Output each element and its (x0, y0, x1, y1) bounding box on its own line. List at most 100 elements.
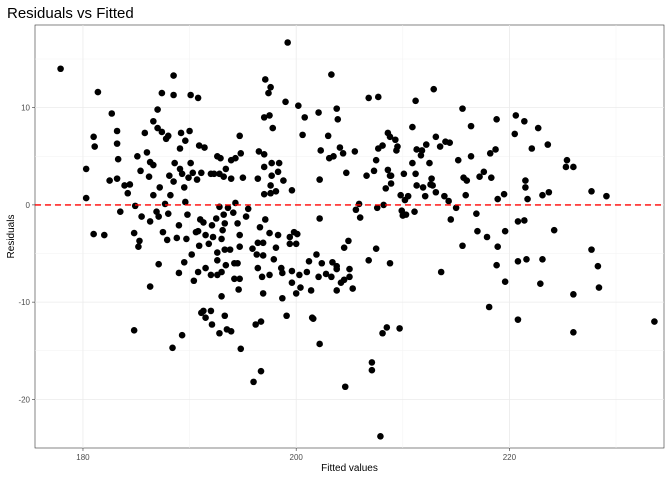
data-point (369, 367, 376, 374)
data-point (167, 192, 174, 199)
data-point (217, 155, 224, 162)
data-point (379, 330, 386, 337)
data-point (273, 244, 280, 251)
data-point (429, 182, 436, 189)
data-point (529, 145, 536, 152)
data-point (176, 270, 183, 277)
data-point (205, 240, 212, 247)
data-point (474, 228, 481, 235)
data-point (346, 266, 353, 273)
data-point (316, 176, 323, 183)
data-point (396, 325, 403, 332)
data-point (570, 329, 577, 336)
data-point (403, 211, 410, 218)
data-point (245, 205, 252, 212)
data-point (267, 84, 274, 91)
data-point (330, 153, 337, 160)
data-point (356, 201, 363, 208)
data-point (371, 168, 378, 175)
chart-title: Residuals vs Fitted (7, 5, 134, 22)
data-point (90, 231, 97, 238)
data-point (409, 124, 416, 131)
data-point (333, 105, 340, 112)
data-point (155, 261, 162, 268)
data-point (316, 341, 323, 348)
data-point (502, 278, 509, 285)
data-point (209, 222, 216, 229)
data-point (570, 164, 577, 171)
data-point (304, 269, 311, 276)
data-point (184, 211, 191, 218)
data-point (165, 133, 172, 140)
x-axis-title: Fitted values (321, 463, 378, 474)
data-point (459, 105, 466, 112)
data-point (369, 359, 376, 366)
data-point (259, 274, 266, 281)
data-point (214, 257, 221, 264)
data-point (255, 175, 262, 182)
data-point (214, 249, 221, 256)
data-point (373, 157, 380, 164)
data-point (318, 260, 325, 267)
data-point (195, 95, 202, 102)
data-point (150, 118, 157, 125)
data-point (260, 290, 267, 297)
data-point (382, 185, 389, 192)
data-point (127, 181, 134, 188)
data-point (196, 242, 203, 249)
data-point (447, 216, 454, 223)
data-point (521, 118, 528, 125)
data-point (188, 251, 195, 258)
data-point (445, 198, 452, 205)
data-point (187, 92, 194, 99)
data-point (588, 246, 595, 253)
data-point (651, 318, 658, 325)
data-point (275, 232, 282, 239)
data-point (195, 228, 202, 235)
data-point (275, 169, 282, 176)
data-point (159, 90, 166, 97)
data-point (334, 116, 341, 123)
data-point (413, 182, 420, 189)
data-point (379, 142, 386, 149)
data-point (279, 295, 286, 302)
data-point (223, 166, 230, 173)
data-point (411, 208, 418, 215)
data-point (276, 160, 283, 167)
data-point (266, 272, 273, 279)
data-point (316, 215, 323, 222)
data-point (208, 308, 215, 315)
data-point (515, 218, 522, 225)
data-point (198, 170, 205, 177)
data-point (459, 242, 466, 249)
data-point (150, 162, 157, 169)
data-point (342, 383, 349, 390)
data-point (265, 90, 272, 97)
data-point (117, 208, 124, 215)
data-point (420, 184, 427, 191)
data-point (299, 132, 306, 139)
data-point (341, 244, 348, 251)
y-axis-title: Residuals (6, 215, 17, 259)
data-point (170, 178, 177, 185)
data-point (142, 130, 149, 137)
data-point (156, 184, 163, 191)
data-point (392, 136, 399, 143)
data-point (101, 232, 108, 239)
data-point (289, 268, 296, 275)
data-point (524, 196, 531, 203)
data-point (409, 160, 416, 167)
data-point (268, 172, 275, 179)
data-point (522, 184, 529, 191)
data-point (537, 280, 544, 287)
data-point (209, 321, 216, 328)
data-point (228, 328, 235, 335)
data-point (563, 164, 570, 171)
data-point (401, 170, 408, 177)
data-point (387, 260, 394, 267)
data-point (261, 151, 268, 158)
data-point (57, 65, 64, 72)
data-point (266, 230, 273, 237)
data-point (220, 211, 227, 218)
